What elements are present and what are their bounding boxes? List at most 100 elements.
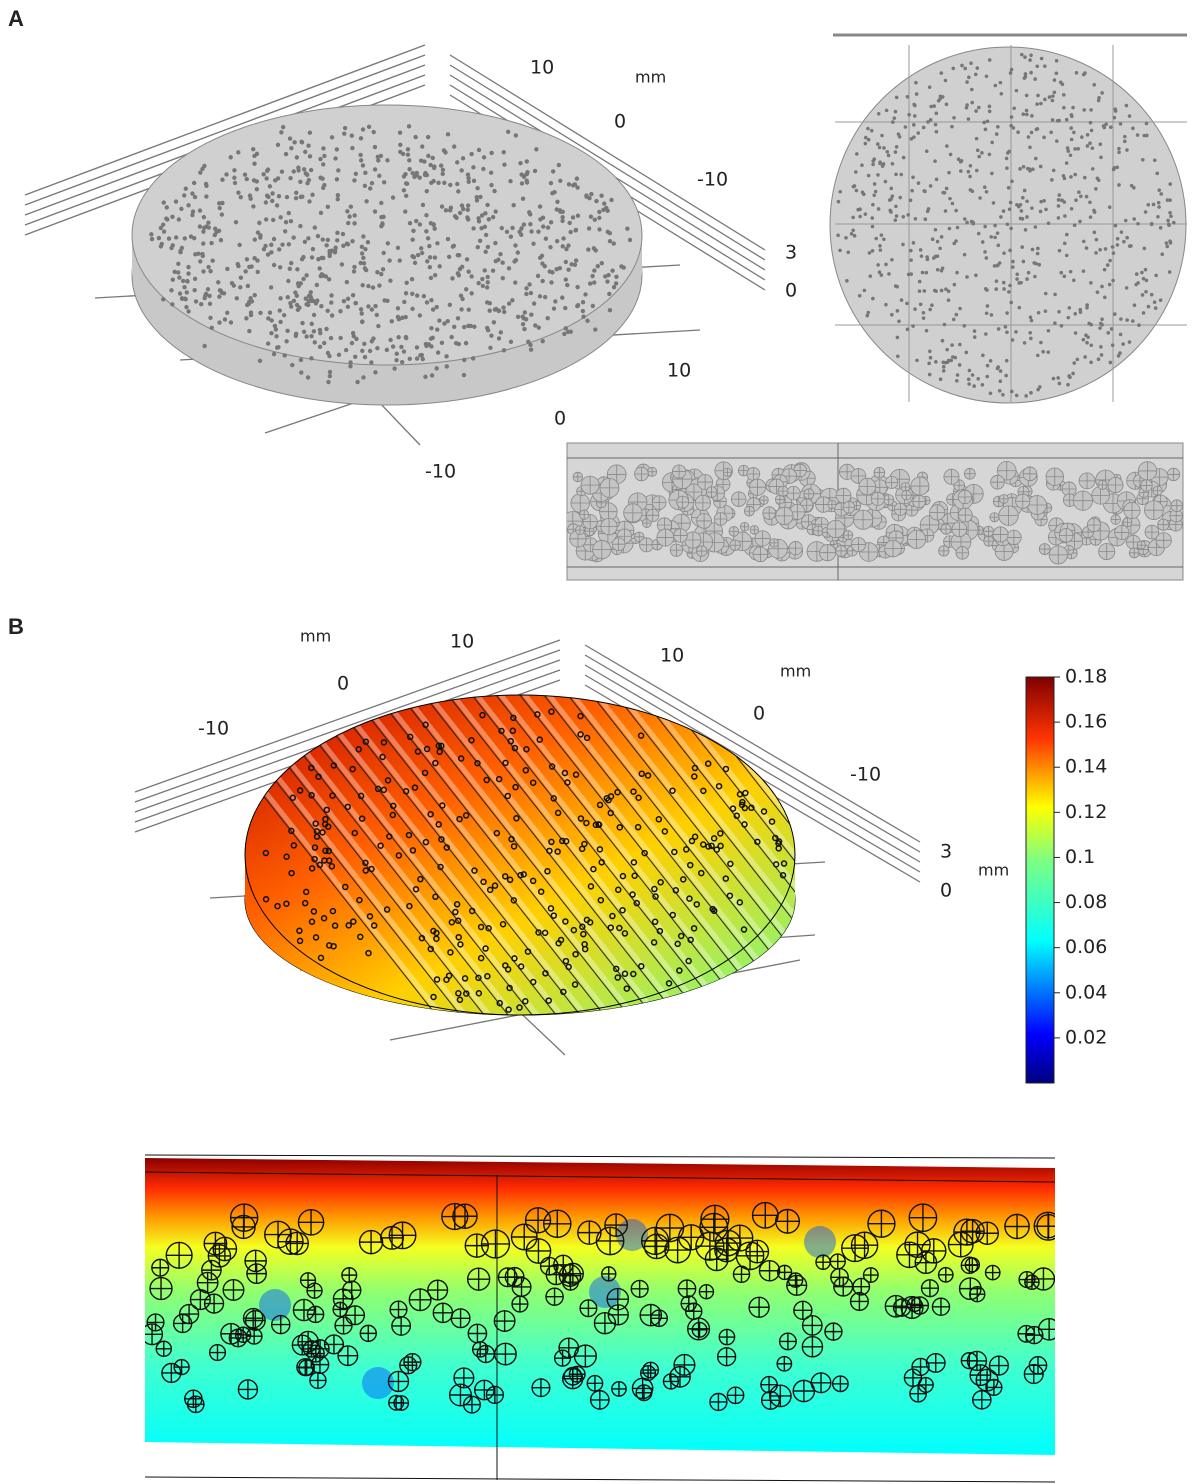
particle [988,105,992,109]
particle [177,275,181,279]
particle [1009,201,1013,205]
particle [540,254,544,258]
particle [309,356,313,360]
particle [500,226,504,230]
particle [406,152,410,156]
particle [1032,261,1036,265]
particle [884,263,888,267]
particle [516,315,520,319]
particle [272,352,276,356]
particle [536,229,540,233]
particle [198,208,202,212]
particle [1036,94,1040,98]
particle [1039,341,1043,345]
particle [338,309,342,313]
particle [1052,377,1056,381]
particle [879,248,883,252]
particle [968,175,972,179]
particle [914,81,918,85]
particle [1063,242,1067,246]
particle [375,270,379,274]
particle [333,246,337,250]
particle [858,294,862,298]
particle [1053,78,1057,82]
particle [986,119,990,123]
particle [1074,331,1078,335]
particle [1109,125,1113,129]
particle [373,167,377,171]
particle [382,298,386,302]
particle [1062,106,1066,110]
particle [1089,108,1093,112]
particle [574,258,578,262]
particle [509,234,513,238]
particle [252,161,256,165]
particle [344,348,348,352]
particle [1125,104,1129,108]
particle [1141,293,1145,297]
particle [945,348,949,352]
particle [425,259,429,263]
particle [1098,248,1102,252]
particle [1157,188,1161,192]
particle [924,217,928,221]
particle [329,300,333,304]
particle [367,125,371,129]
particle [1042,199,1046,203]
colorbar [1026,677,1054,1083]
particle [426,154,430,158]
particle [1025,277,1029,281]
particle [561,244,565,248]
particle [489,183,493,187]
particle [183,297,187,301]
particle [428,255,432,259]
particle [170,302,174,306]
particle [1073,147,1077,151]
particle [922,189,926,193]
particle [608,239,612,243]
particle [472,325,476,329]
particle [963,217,967,221]
particle [545,316,549,320]
particle [308,154,312,158]
particle [243,172,247,176]
particle [415,356,419,360]
particle [335,147,339,151]
particle [990,141,994,145]
particle [422,294,426,298]
particle [431,307,435,311]
particle [309,168,313,172]
axis-label: 10 [667,360,691,382]
particle [893,218,897,222]
particle [1168,270,1172,274]
particle [321,256,325,260]
particle [941,361,945,365]
particle [1082,269,1086,273]
particle [866,127,870,131]
particle [929,118,933,122]
particle [605,209,609,213]
particle [1129,244,1133,248]
particle [889,187,893,191]
particle [1083,176,1087,180]
particle [183,236,187,240]
particle [361,375,365,379]
particle [1098,326,1102,330]
particle [456,271,460,275]
particle [484,233,488,237]
particle [440,341,444,345]
particle [1125,318,1129,322]
particle [1053,321,1057,325]
particle [481,167,485,171]
particle [460,203,464,207]
particle [452,144,456,148]
particle [1074,198,1078,202]
particle [898,196,902,200]
axis-label: mm [300,627,331,646]
particle [971,222,975,226]
particle [416,253,420,257]
particle [454,216,458,220]
particle [851,216,855,220]
particle [492,320,496,324]
particle [878,160,882,164]
